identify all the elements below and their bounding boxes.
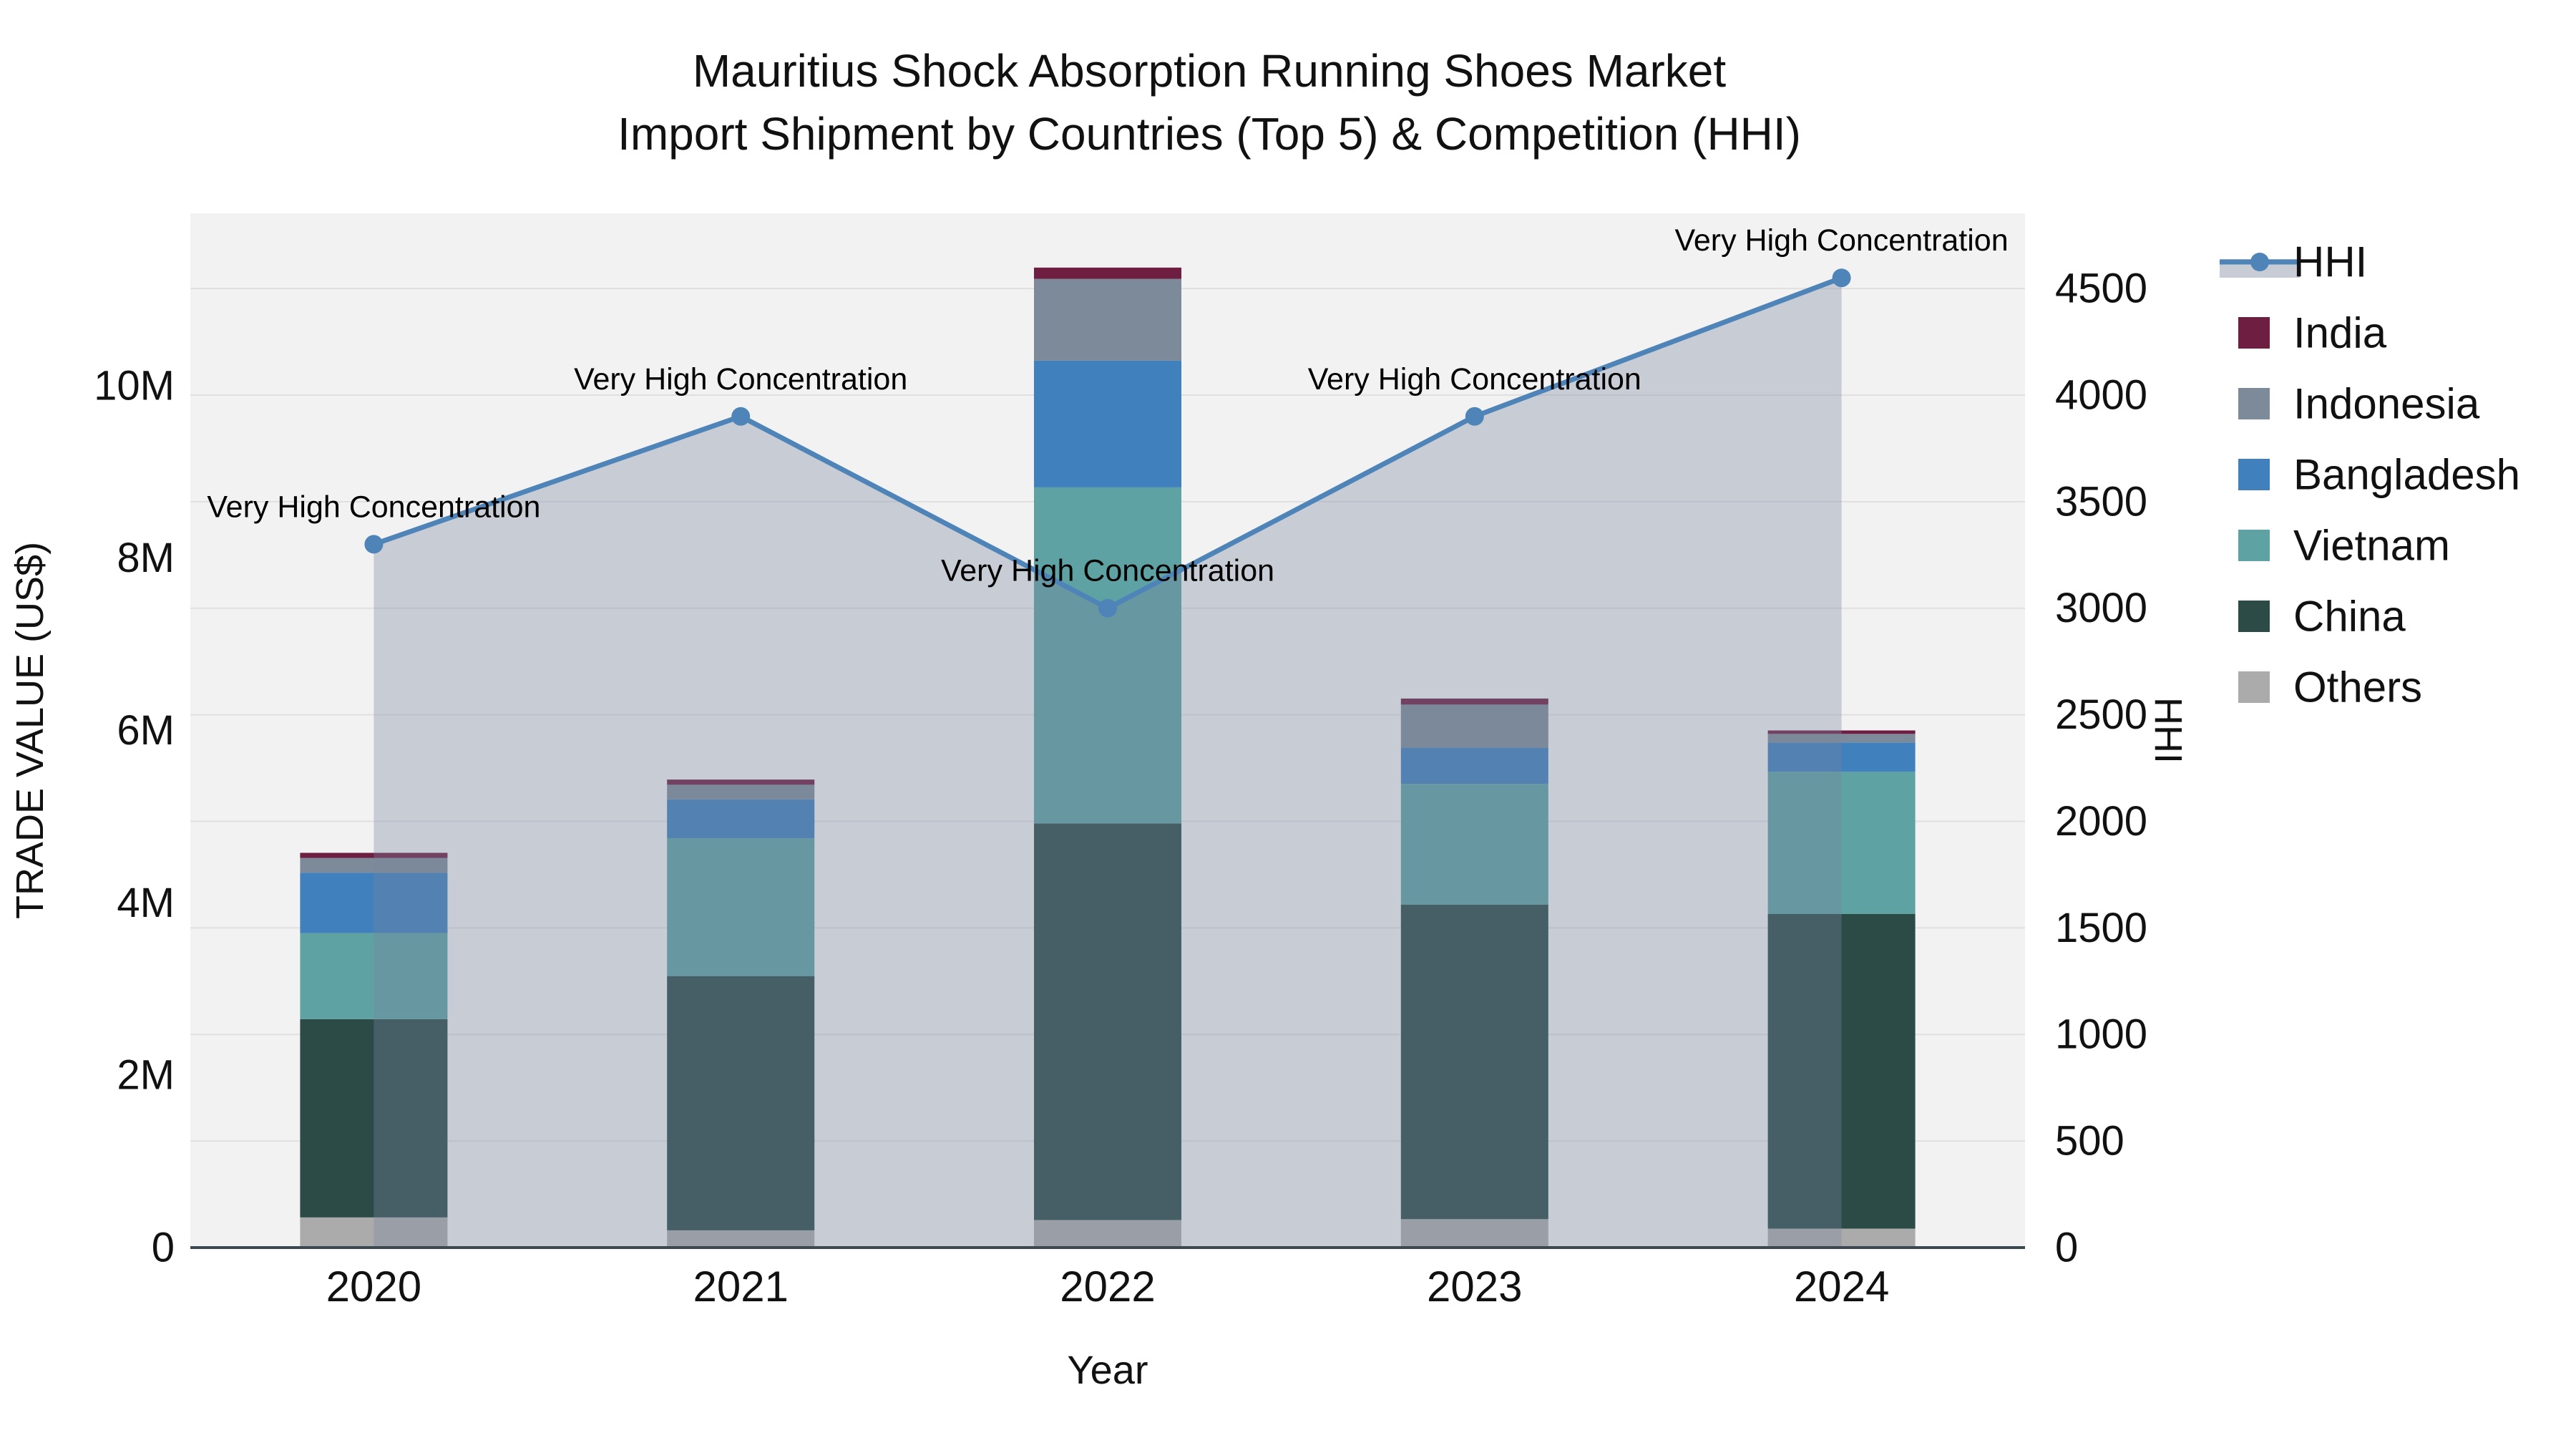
- y-right-tick-2500: 2500: [2055, 691, 2147, 738]
- legend-item-others[interactable]: Others: [2238, 664, 2422, 711]
- y-left-tick-4M: 4M: [117, 880, 175, 926]
- bar-segment-indonesia-2021[interactable]: [667, 784, 815, 800]
- bar-segment-vietnam-2020[interactable]: [300, 933, 448, 1019]
- bar-segment-vietnam-2024[interactable]: [1767, 772, 1916, 914]
- y-axis-title-left: TRADE VALUE (US$): [9, 542, 52, 919]
- annotation-2021: Very High Concentration: [574, 362, 907, 397]
- bar-segment-china-2020[interactable]: [300, 1019, 448, 1218]
- legend-label-hhi: HHI: [2293, 238, 2367, 286]
- y-left-tick-10M: 10M: [94, 362, 175, 409]
- bar-segment-others-2023[interactable]: [1400, 1219, 1548, 1248]
- bar-segment-vietnam-2023[interactable]: [1400, 784, 1548, 905]
- y-right-tick-1500: 1500: [2055, 905, 2147, 951]
- legend-item-india[interactable]: India: [2238, 309, 2387, 357]
- bar-segment-bangladesh-2023[interactable]: [1400, 747, 1548, 784]
- bar-segment-indonesia-2023[interactable]: [1400, 704, 1548, 748]
- legend-label-india: India: [2293, 309, 2387, 357]
- x-tick-2022: 2022: [1060, 1263, 1155, 1311]
- bar-segment-others-2022[interactable]: [1034, 1220, 1181, 1248]
- bar-segment-others-2020[interactable]: [300, 1217, 448, 1248]
- bar-segment-vietnam-2022[interactable]: [1034, 487, 1181, 824]
- bar-segment-china-2024[interactable]: [1767, 913, 1916, 1229]
- bar-segment-others-2021[interactable]: [667, 1230, 815, 1248]
- y-left-tick-8M: 8M: [117, 535, 175, 581]
- legend-label-china: China: [2293, 593, 2406, 641]
- bar-segment-china-2021[interactable]: [667, 976, 815, 1230]
- hhi-marker-2020[interactable]: [364, 535, 384, 554]
- y-right-tick-3500: 3500: [2055, 478, 2147, 525]
- x-tick-2024: 2024: [1794, 1263, 1889, 1311]
- legend-swatch-vietnam: [2238, 530, 2270, 561]
- bar-segment-bangladesh-2024[interactable]: [1767, 742, 1916, 772]
- x-tick-2020: 2020: [326, 1263, 421, 1311]
- legend-label-others: Others: [2293, 664, 2422, 711]
- bar-segment-india-2022[interactable]: [1034, 267, 1181, 279]
- legend-label-indonesia: Indonesia: [2293, 380, 2480, 428]
- y-axis-title-right: HHI: [2147, 697, 2190, 764]
- annotation-2022: Very High Concentration: [941, 554, 1274, 588]
- bar-segment-china-2023[interactable]: [1400, 904, 1548, 1220]
- bar-segment-india-2023[interactable]: [1400, 698, 1548, 705]
- annotation-2023: Very High Concentration: [1308, 362, 1641, 397]
- bar-segment-india-2020[interactable]: [300, 852, 448, 858]
- bar-segment-bangladesh-2021[interactable]: [667, 799, 815, 839]
- legend-swatch-india: [2238, 317, 2270, 349]
- bar-segment-china-2022[interactable]: [1034, 823, 1181, 1220]
- y-left-tick-6M: 6M: [117, 707, 175, 754]
- bar-segment-india-2021[interactable]: [667, 779, 815, 785]
- x-tick-2023: 2023: [1427, 1263, 1522, 1311]
- legend-label-bangladesh: Bangladesh: [2293, 451, 2520, 499]
- annotation-2024: Very High Concentration: [1675, 223, 2009, 258]
- y-right-tick-0: 0: [2055, 1225, 2078, 1271]
- y-right-tick-4500: 4500: [2055, 266, 2147, 312]
- hhi-marker-2022[interactable]: [1098, 598, 1117, 618]
- legend-item-china[interactable]: China: [2238, 593, 2406, 641]
- y-right-tick-4000: 4000: [2055, 371, 2147, 418]
- x-axis-title: Year: [1067, 1347, 1148, 1392]
- legend-swatch-others: [2238, 671, 2270, 703]
- hhi-marker-2023[interactable]: [1465, 407, 1484, 426]
- bar-segment-others-2024[interactable]: [1767, 1228, 1916, 1248]
- legend-hhi-marker: [2250, 253, 2269, 271]
- bar-segment-bangladesh-2020[interactable]: [300, 873, 448, 933]
- y-right-tick-1000: 1000: [2055, 1011, 2147, 1058]
- x-tick-2021: 2021: [693, 1263, 788, 1311]
- annotation-2020: Very High Concentration: [207, 490, 540, 524]
- legend-swatch-indonesia: [2238, 388, 2270, 419]
- bar-segment-bangladesh-2022[interactable]: [1034, 360, 1181, 487]
- y-right-tick-2000: 2000: [2055, 798, 2147, 845]
- legend-swatch-bangladesh: [2238, 459, 2270, 490]
- bar-segment-vietnam-2021[interactable]: [667, 838, 815, 976]
- bar-segment-indonesia-2020[interactable]: [300, 857, 448, 873]
- hhi-marker-2021[interactable]: [731, 407, 751, 426]
- y-left-tick-2M: 2M: [117, 1052, 175, 1099]
- legend-item-hhi[interactable]: HHI: [2220, 238, 2367, 286]
- legend-label-vietnam: Vietnam: [2293, 522, 2450, 570]
- chart-title-line1: Mauritius Shock Absorption Running Shoes…: [692, 45, 1727, 97]
- bar-segment-indonesia-2024[interactable]: [1767, 734, 1916, 743]
- chart-title-line2: Import Shipment by Countries (Top 5) & C…: [618, 108, 1801, 160]
- y-left-tick-0: 0: [152, 1225, 175, 1271]
- hhi-marker-2024[interactable]: [1832, 268, 1851, 288]
- legend-item-indonesia[interactable]: Indonesia: [2238, 380, 2480, 428]
- legend-item-bangladesh[interactable]: Bangladesh: [2238, 451, 2520, 499]
- chart-title: Mauritius Shock Absorption Running Shoes…: [379, 39, 2039, 165]
- legend-swatch-china: [2238, 601, 2270, 632]
- legend-item-vietnam[interactable]: Vietnam: [2238, 522, 2450, 570]
- bar-segment-india-2024[interactable]: [1767, 730, 1916, 734]
- bar-segment-indonesia-2022[interactable]: [1034, 278, 1181, 361]
- y-right-tick-3000: 3000: [2055, 585, 2147, 631]
- hhi-area-fill: [374, 278, 1842, 1248]
- y-right-tick-500: 500: [2055, 1118, 2124, 1165]
